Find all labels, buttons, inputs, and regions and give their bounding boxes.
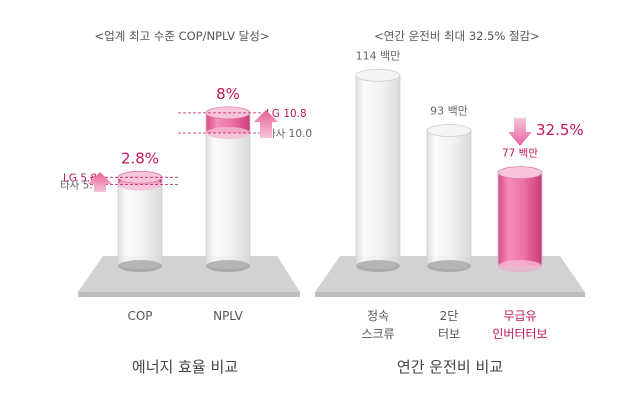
- reference-lines-nplv: [178, 112, 268, 134]
- category-label: NPLV: [213, 309, 244, 323]
- efficiency-panel-title: <업계 최고 수준 COP/NPLV 달성>: [95, 29, 270, 43]
- category-label-line2: 인버터터보: [492, 327, 547, 341]
- arrow-up-icon: [88, 172, 112, 192]
- increase-label: 2.8%: [121, 149, 159, 167]
- value-label: 77 백만: [502, 148, 538, 160]
- value-label-lg: LG 10.8: [266, 108, 307, 120]
- value-label: 114 백만: [356, 49, 401, 62]
- value-label: 93 백만: [430, 105, 468, 118]
- value-label-other: 타사 10.0: [266, 128, 312, 140]
- category-label-line1: 무급유: [503, 309, 536, 323]
- category-label-line1: 2단: [440, 309, 459, 323]
- category-label-line2: 스크류: [361, 327, 394, 341]
- category-label-line2: 터보: [438, 327, 460, 341]
- cost-caption: 연간 운전비 비교: [397, 358, 503, 376]
- efficiency-platform: [78, 256, 300, 297]
- bar-nplv: [205, 106, 251, 272]
- bar-cop: [117, 170, 163, 272]
- bar-2: [497, 166, 543, 272]
- category-label: COP: [127, 309, 152, 323]
- bar-1: [426, 124, 472, 272]
- arrow-down-icon: [508, 118, 532, 146]
- bar-0: [355, 68, 401, 272]
- efficiency-caption: 에너지 효율 비교: [132, 358, 238, 376]
- category-label-line1: 정속: [367, 309, 389, 323]
- arrow-up-icon: [254, 110, 278, 138]
- reduction-label: 32.5%: [536, 121, 584, 139]
- increase-label: 8%: [216, 85, 240, 103]
- cost-panel-title: <연간 운전비 최대 32.5% 절감>: [374, 29, 540, 43]
